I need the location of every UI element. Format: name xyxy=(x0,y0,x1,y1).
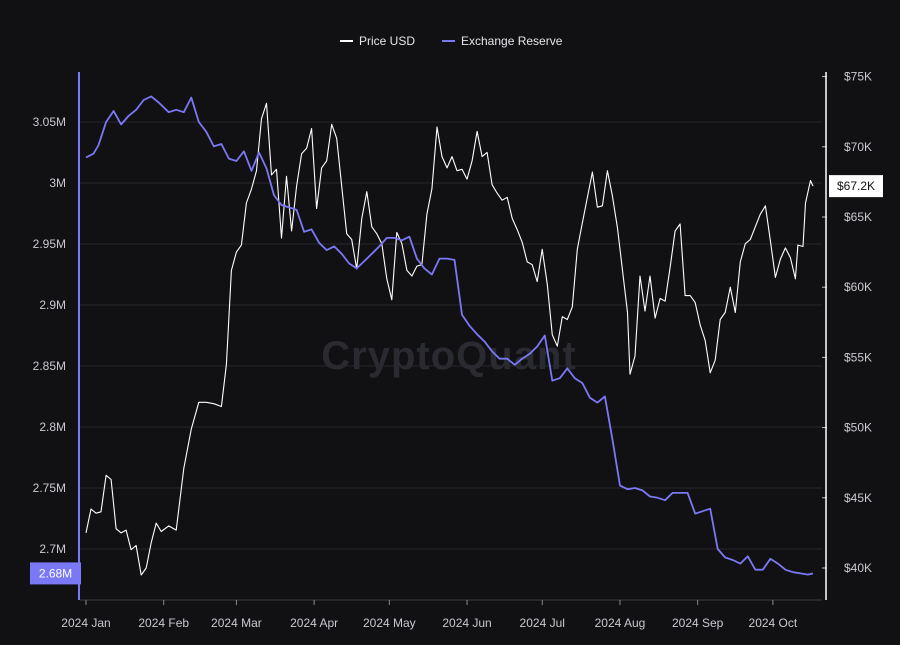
x-tick-label: 2024 Jun xyxy=(442,616,491,630)
x-tick-label: 2024 Mar xyxy=(211,616,262,630)
y-left-tick-label: 2.85M xyxy=(33,359,66,373)
y-left-tick-label: 2.95M xyxy=(33,237,66,251)
right-current-value: $67.2K xyxy=(837,179,875,193)
y-left-tick-label: 2.75M xyxy=(33,481,66,495)
x-tick-label: 2024 Feb xyxy=(138,616,189,630)
legend-item-label: Price USD xyxy=(359,34,415,48)
y-left-tick-label: 2.7M xyxy=(39,542,66,556)
x-tick-label: 2024 Oct xyxy=(749,616,798,630)
x-tick-label: 2024 Jan xyxy=(61,616,110,630)
left-current-value: 2.68M xyxy=(39,566,72,580)
y-left-tick-label: 3M xyxy=(49,176,66,190)
x-tick-label: 2024 May xyxy=(363,616,416,630)
watermark: CryptoQuant xyxy=(321,334,576,378)
legend-item-label: Exchange Reserve xyxy=(461,34,563,48)
y-right-tick-label: $40K xyxy=(844,561,872,575)
y-left-tick-label: 2.8M xyxy=(39,420,66,434)
y-right-tick-label: $45K xyxy=(844,491,872,505)
y-right-tick-label: $70K xyxy=(844,140,872,154)
series-price-usd-line xyxy=(85,102,814,576)
y-right-tick-label: $55K xyxy=(844,350,872,364)
y-right-tick-label: $50K xyxy=(844,421,872,435)
y-right-tick-label: $75K xyxy=(844,70,872,84)
x-tick-label: 2024 Jul xyxy=(520,616,565,630)
left-current-badge xyxy=(30,562,81,585)
y-left-tick-label: 2.9M xyxy=(39,298,66,312)
x-tick-label: 2024 Aug xyxy=(595,616,646,630)
y-right-tick-label: $65K xyxy=(844,210,872,224)
y-left-tick-label: 3.05M xyxy=(33,115,66,129)
x-tick-label: 2024 Apr xyxy=(290,616,338,630)
x-tick-label: 2024 Sep xyxy=(672,616,724,630)
series-exchange-reserve-line xyxy=(85,95,814,576)
right-current-badge xyxy=(829,175,883,198)
y-right-tick-label: $60K xyxy=(844,280,872,294)
